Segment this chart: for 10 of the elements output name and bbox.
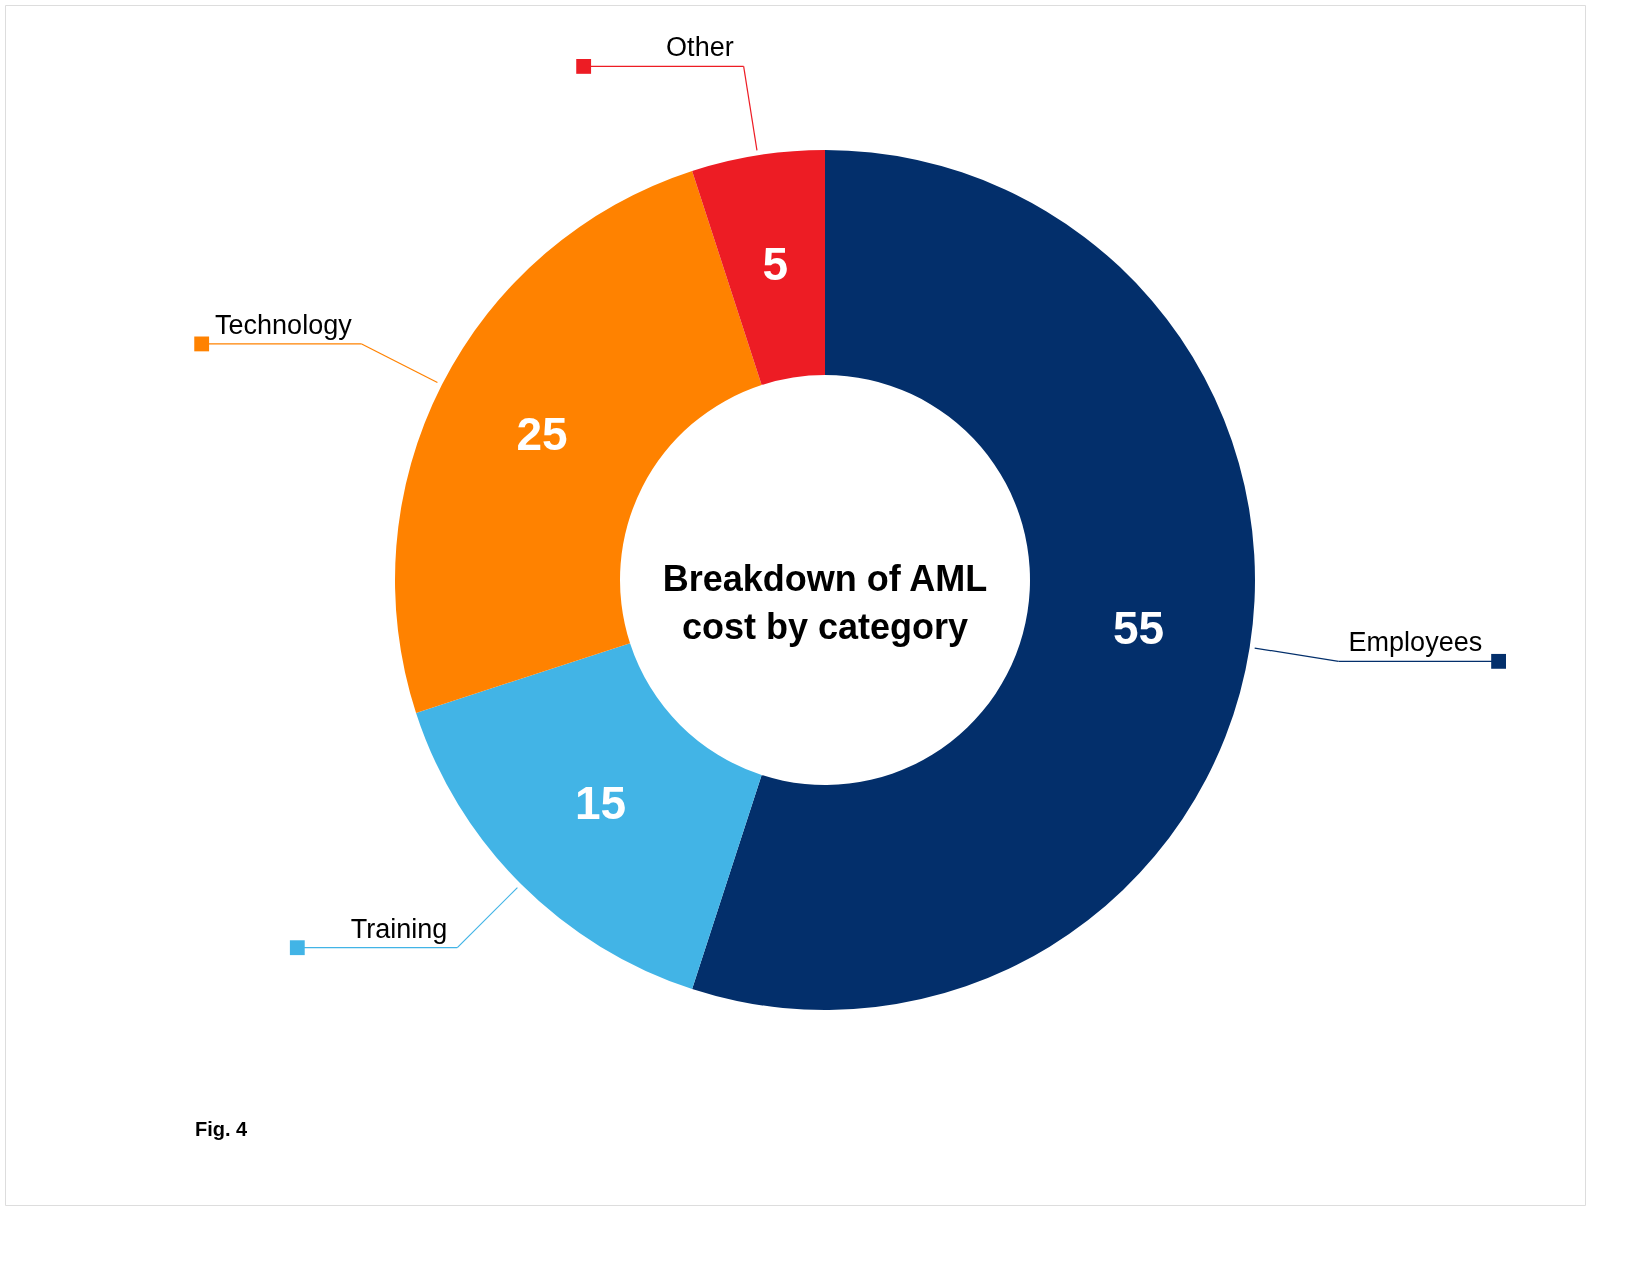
slice-label: Other [666,32,734,63]
caption: Fig. 4 [195,1118,249,1140]
data-label: 5 [762,238,789,291]
slice-label: Employees [1348,627,1483,658]
data-label: 15 [574,776,627,829]
data-label: 25 [516,407,568,460]
slice-label: Training [350,913,448,944]
text: Breakdown of AML cost by category [662,558,988,647]
data-label: 55 [1113,601,1165,654]
slice-label: Technology [215,309,353,340]
